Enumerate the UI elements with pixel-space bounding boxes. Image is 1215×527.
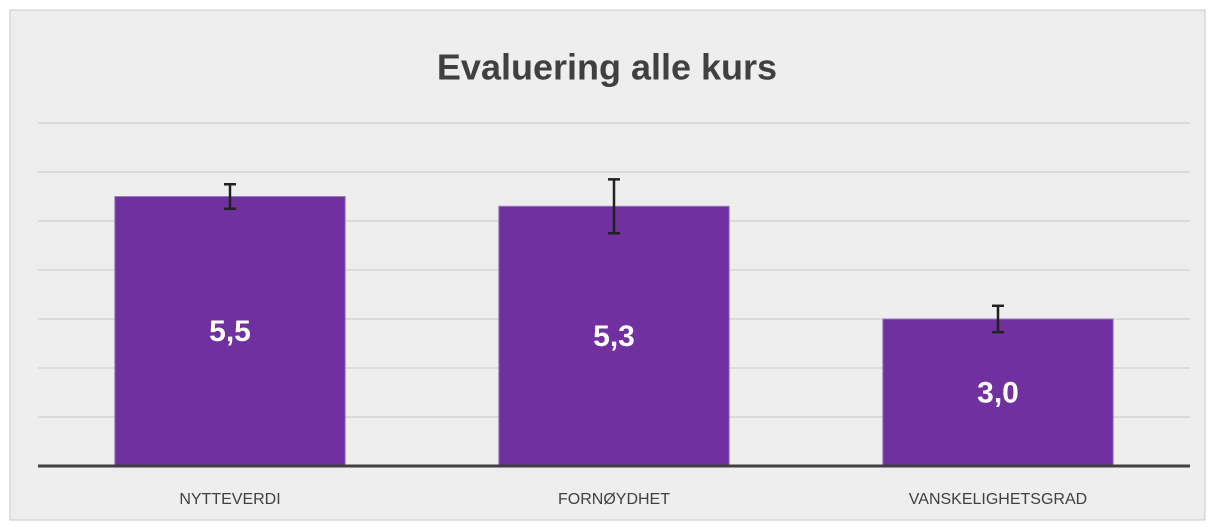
value-label: 3,0: [977, 376, 1019, 409]
bar: [882, 318, 1114, 467]
x-tick-label: NYTTEVERDI: [179, 491, 280, 508]
chart-title: Evaluering alle kurs: [437, 47, 777, 88]
error-bar: [608, 178, 620, 235]
x-tick-label: FORNØYDHET: [558, 491, 670, 508]
x-tick-label: VANSKELIGHETSGRAD: [909, 491, 1087, 508]
value-label: 5,5: [209, 315, 251, 348]
bar: [498, 205, 730, 467]
bar: [114, 196, 346, 467]
error-bar: [992, 304, 1004, 334]
error-bar: [224, 183, 236, 210]
value-label: 5,3: [593, 320, 635, 353]
